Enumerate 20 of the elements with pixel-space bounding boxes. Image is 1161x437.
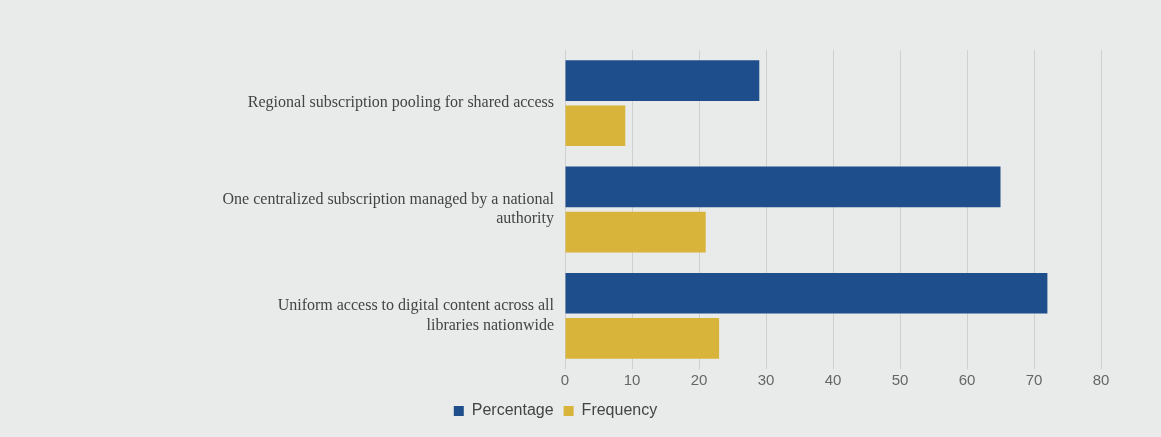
x-tick-label: 0 (560, 371, 570, 389)
bar (565, 166, 1001, 208)
x-tick-label: 20 (690, 371, 708, 389)
bar (565, 60, 760, 101)
x-tick-label: 30 (757, 371, 775, 389)
bar (565, 318, 720, 359)
y-tick-label: Regional subscription pooling for shared access (247, 93, 554, 112)
x-tick-label: 10 (623, 371, 641, 389)
bar (565, 105, 626, 147)
y-tick-label: Uniform access to digital content across all libraries nationwide (277, 296, 555, 333)
x-tick-label: 80 (1092, 371, 1110, 389)
bar (565, 272, 1048, 314)
y-tick-label: One centralized subscription managed by a national authority (222, 190, 555, 228)
x-tick-label: 60 (958, 371, 976, 389)
legend-label: Percentage (471, 401, 554, 419)
x-tick-label: 40 (824, 371, 842, 389)
x-tick-label: 50 (891, 371, 909, 389)
x-tick-label: 70 (1025, 371, 1043, 389)
legend-label: Frequency (581, 401, 658, 419)
bar (565, 211, 706, 253)
